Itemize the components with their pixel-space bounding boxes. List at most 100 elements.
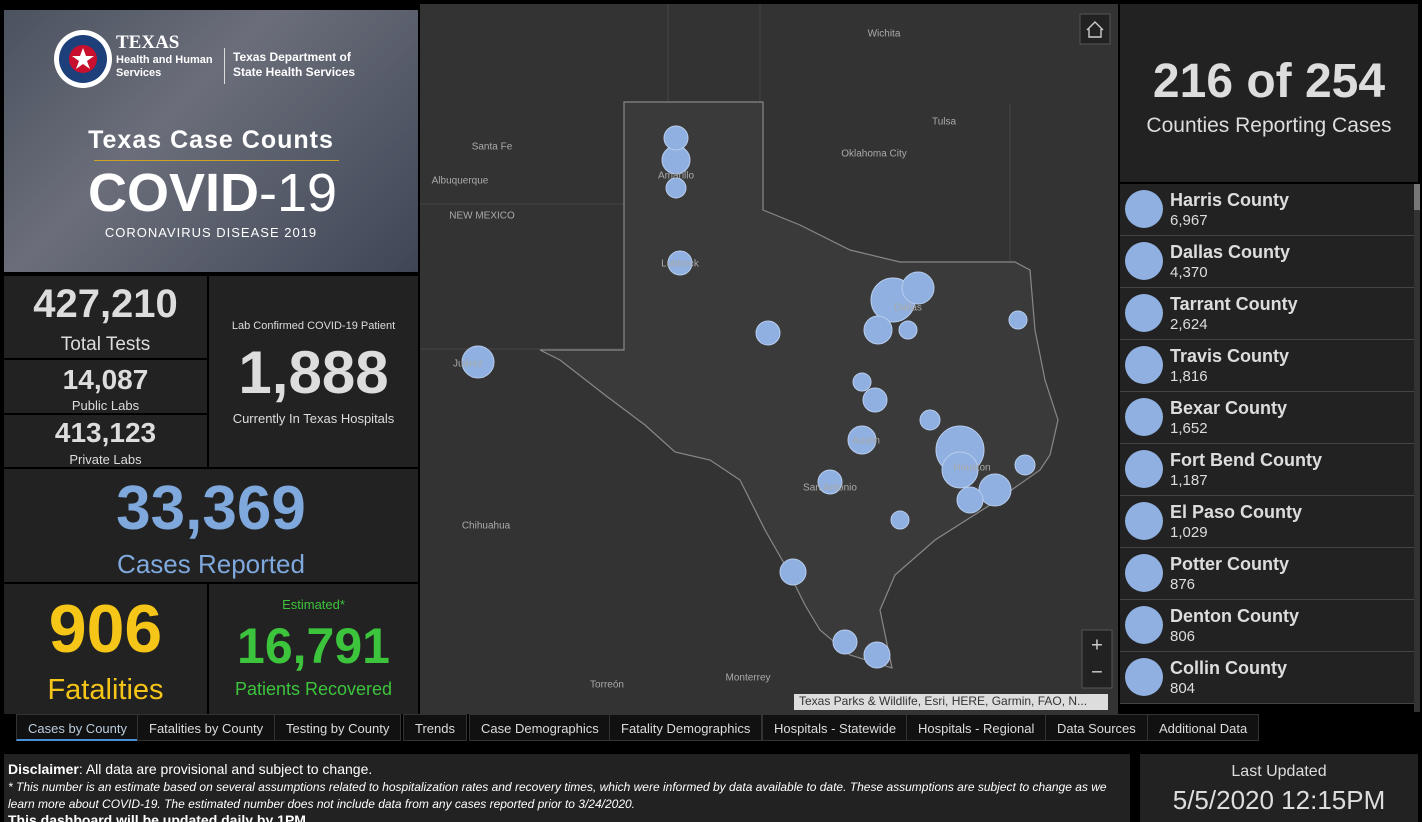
attribution: Texas Parks & Wildlife, Esri, HERE, Garm… [799,694,1087,708]
caption: Estimated* [282,597,345,612]
value: 33,369 [116,474,306,543]
map-label: Dallas [894,303,922,314]
value: 427,210 [33,282,178,326]
map-label: Chihuahua [462,521,511,532]
public-labs: 14,087 Public Labs [4,360,207,413]
value: 1,888 [238,339,389,406]
tab[interactable]: Hospitals - Statewide [762,714,909,741]
county-dot [1125,658,1163,696]
county-dot [1125,294,1163,332]
county-name: Travis County [1170,346,1290,366]
tab[interactable]: Hospitals - Regional [906,714,1047,741]
counties-reporting: 216 of 254 Counties Reporting Cases [1120,4,1418,182]
county-dot [1125,606,1163,644]
map-label: Santa Fe [472,142,513,153]
recovered: Estimated* 16,791 Patients Recovered [209,584,418,714]
county-row[interactable]: Travis County 1,816 [1120,340,1414,392]
county-row[interactable]: Bexar County 1,652 [1120,392,1414,444]
map-label: San Antonio [803,483,857,494]
tab[interactable]: Data Sources [1045,714,1148,741]
tab[interactable]: Trends [403,714,467,741]
county-cases: 806 [1170,628,1196,645]
disclaimer-text: : All data are provisional and subject t… [78,761,373,777]
label: Patients Recovered [234,679,393,699]
map-label: Austin [852,436,880,447]
county-row[interactable]: Dallas County 4,370 [1120,236,1414,288]
county-list: Harris County 6,967 Dallas County 4,370 Tarr… [1120,184,1414,712]
map-label: Torreón [590,680,624,691]
county-cases: 1,187 [1170,472,1208,489]
value: 14,087 [62,364,149,395]
department: Texas Department of State Health Service… [233,50,356,79]
zoom-out[interactable]: − [1091,661,1103,683]
zoom-in[interactable]: + [1091,634,1103,656]
value: 216 of 254 [1152,55,1386,108]
county-row[interactable]: Harris County 6,967 [1120,184,1414,236]
private-labs: 413,123 Private Labs [4,415,207,467]
caption: Lab Confirmed COVID-19 Patient [231,320,396,332]
map-label: Juárez [453,359,483,370]
county-cases: 4,370 [1170,264,1208,281]
county-name: Denton County [1170,606,1299,626]
county-row[interactable]: Denton County 806 [1120,600,1414,652]
tagline: CORONAVIRUS DISEASE 2019 [104,225,318,240]
county-row[interactable]: Fort Bend County 1,187 [1120,444,1414,496]
county-dot [1125,346,1163,384]
agency: TEXAS [116,32,180,53]
county-cases: 2,624 [1170,316,1208,333]
value: 906 [48,591,163,667]
map-label: Lubbock [661,259,700,270]
disclaimer-update: This dashboard will be updated daily by … [8,812,306,822]
title-main: COVID [88,163,260,223]
cases: 33,369 Cases Reported [4,469,418,582]
county-cases: 1,652 [1170,420,1208,437]
county-cases: 804 [1170,680,1196,697]
map-label: Oklahoma City [841,149,907,160]
county-dot [1125,450,1163,488]
map-label: Tulsa [932,117,957,128]
map-label: Amarillo [658,171,695,182]
county-cases: 1,029 [1170,524,1208,541]
hospitals: Lab Confirmed COVID-19 Patient 1,888 Cur… [209,276,418,467]
last-updated: Last Updated 5/5/2020 12:15PM [1140,754,1418,822]
value: 413,123 [54,417,157,448]
county-row[interactable]: Potter County 876 [1120,548,1414,600]
county-row[interactable]: Tarrant County 2,624 [1120,288,1414,340]
label: Total Tests [60,334,151,355]
label: Counties Reporting Cases [1146,114,1392,137]
label: Fatalities [47,674,164,706]
county-name: Bexar County [1170,398,1288,418]
map-label: NEW MEXICO [449,211,515,222]
tab[interactable]: Additional Data [1147,714,1260,741]
label: Public Labs [71,398,140,413]
county-name: El Paso County [1170,502,1303,522]
title: COVID-19 [88,162,337,224]
label: Last Updated [1231,763,1327,780]
county-name: Potter County [1170,554,1289,574]
county-row[interactable]: Collin County 804 [1120,652,1414,704]
tab[interactable]: Fatalities by County [137,714,276,741]
tab[interactable]: Fatality Demographics [609,714,763,741]
county-cases: 1,816 [1170,368,1208,385]
subtitle: Texas Case Counts [88,126,334,154]
map-label: Monterrey [725,673,770,684]
map[interactable]: + − Texas Parks & Wildlife, Esri, HERE, … [420,4,1118,714]
label: Cases Reported [117,549,305,579]
county-dot [1125,242,1163,280]
map-label: Albuquerque [432,176,489,187]
tab[interactable]: Case Demographics [469,714,611,741]
county-name: Dallas County [1170,242,1291,262]
county-dot [1125,554,1163,592]
fatalities: 906 Fatalities [4,584,207,714]
total-tests: 427,210 Total Tests [4,276,207,358]
county-name: Tarrant County [1170,294,1298,314]
county-dot [1125,502,1163,540]
county-dot [1125,190,1163,228]
tab[interactable]: Testing by County [274,714,402,741]
tab[interactable]: Cases by County [16,714,139,741]
map-label: Houston [953,463,990,474]
value: 16,791 [237,618,390,674]
label: Currently In Texas Hospitals [232,411,395,426]
disclaimer-label: Disclaimer [8,761,79,777]
county-row[interactable]: El Paso County 1,029 [1120,496,1414,548]
